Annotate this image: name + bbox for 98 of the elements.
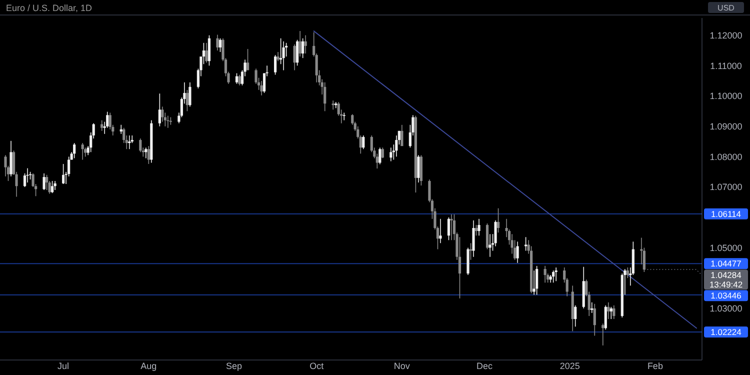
- ref-line-label: 1.03446: [710, 290, 742, 301]
- candlestick: [282, 40, 285, 71]
- candlestick: [342, 112, 346, 121]
- candlestick: [626, 267, 629, 278]
- candlestick: [128, 135, 131, 150]
- candlestick: [276, 52, 280, 62]
- candlestick: [100, 120, 104, 132]
- candlestick: [147, 146, 150, 164]
- x-tick-label: Dec: [476, 361, 494, 371]
- x-tick-label: Nov: [394, 361, 410, 371]
- candlestick: [488, 234, 492, 258]
- candlestick: [144, 147, 148, 159]
- candlestick: [486, 223, 489, 250]
- candlestick: [238, 74, 241, 86]
- candlestick: [260, 80, 263, 96]
- candlestick: [81, 142, 84, 160]
- x-tick-label: Sep: [226, 361, 242, 371]
- y-tick-label: 1.03000: [710, 304, 742, 314]
- candlestick: [205, 42, 208, 64]
- candlestick: [593, 303, 596, 336]
- candlestick: [84, 147, 87, 158]
- y-tick-label: 1.05000: [710, 242, 742, 253]
- candlestick: [532, 270, 536, 296]
- candlestick: [552, 270, 555, 284]
- x-tick-label: Feb: [647, 361, 663, 371]
- candlestick: [298, 30, 302, 57]
- ref-line-label: 1.06114: [710, 208, 742, 219]
- candlestick: [478, 218, 480, 236]
- candlestick: [304, 34, 307, 54]
- y-tick-label: 1.07000: [710, 182, 742, 192]
- y-tick-label: 1.09000: [710, 121, 742, 132]
- candlestick: [139, 138, 142, 153]
- candlestick: [439, 218, 442, 244]
- x-tick-label: 2025: [560, 361, 580, 371]
- candlestick: [120, 124, 122, 134]
- candlestick: [324, 82, 326, 112]
- candlestick: [235, 72, 238, 84]
- ref-line-label: 1.02224: [710, 326, 742, 337]
- candlestick: [62, 164, 65, 184]
- chart-title: Euro / U.S. Dollar, 1D: [6, 3, 93, 13]
- candlestick: [302, 38, 304, 58]
- candlestick: [602, 323, 604, 346]
- y-tick-label: 1.11000: [710, 60, 742, 71]
- candlestick: [208, 34, 211, 66]
- candlestick: [494, 220, 497, 247]
- candlestick: [188, 82, 192, 108]
- candlestick: [381, 147, 384, 159]
- candlestick: [216, 34, 219, 51]
- candlestick: [4, 154, 7, 177]
- candlestick: [274, 54, 277, 76]
- candlestick: [362, 135, 365, 150]
- y-tick-label: 1.12000: [710, 30, 742, 40]
- y-tick-label: 1.08000: [710, 152, 742, 162]
- candlestick: [46, 174, 48, 190]
- ref-line-label: 1.04477: [710, 258, 742, 269]
- candlestick: [73, 142, 76, 159]
- candlestick: [472, 220, 475, 258]
- candlestick: [400, 124, 404, 146]
- candlestick: [158, 93, 161, 127]
- candlestick: [458, 236, 462, 299]
- candlestick: [450, 214, 453, 241]
- candlestick: [612, 304, 616, 320]
- candlestick: [554, 267, 558, 282]
- candlestick: [590, 302, 594, 314]
- candlestick: [186, 90, 188, 112]
- candlestick: [474, 224, 478, 236]
- candlestick: [496, 208, 500, 233]
- candlestick: [10, 140, 12, 177]
- candlestick: [51, 180, 54, 194]
- candlestick: [417, 154, 420, 183]
- x-tick-label: Aug: [140, 361, 157, 371]
- candlestick: [390, 147, 392, 162]
- candlestick: [218, 38, 222, 52]
- candlestick: [544, 266, 546, 284]
- candlestick: [524, 236, 528, 252]
- candlestick: [42, 172, 46, 190]
- candlestick: [296, 39, 299, 66]
- candlestick: [161, 106, 164, 122]
- text: USD: [718, 3, 735, 12]
- candlestick: [607, 302, 610, 320]
- candlestick: [574, 304, 577, 328]
- candlestick: [447, 216, 450, 241]
- candlestick: [395, 135, 398, 158]
- candlestick: [610, 306, 612, 320]
- x-tick-label: Jul: [58, 361, 70, 371]
- x-tick-label: Oct: [310, 361, 324, 371]
- candlestick: [246, 48, 250, 71]
- candlestick: [536, 266, 538, 296]
- y-tick-label: 1.10000: [710, 91, 742, 102]
- candlestick: [604, 304, 607, 330]
- candlestick: [334, 102, 338, 109]
- candlestick: [332, 100, 334, 110]
- text: 13:49:42: [709, 280, 743, 290]
- candlestick: [516, 241, 519, 264]
- candlestick: [469, 242, 472, 260]
- candlestick: [293, 44, 296, 71]
- candlestick: [378, 147, 382, 165]
- annotation: 1.04284: [710, 270, 742, 280]
